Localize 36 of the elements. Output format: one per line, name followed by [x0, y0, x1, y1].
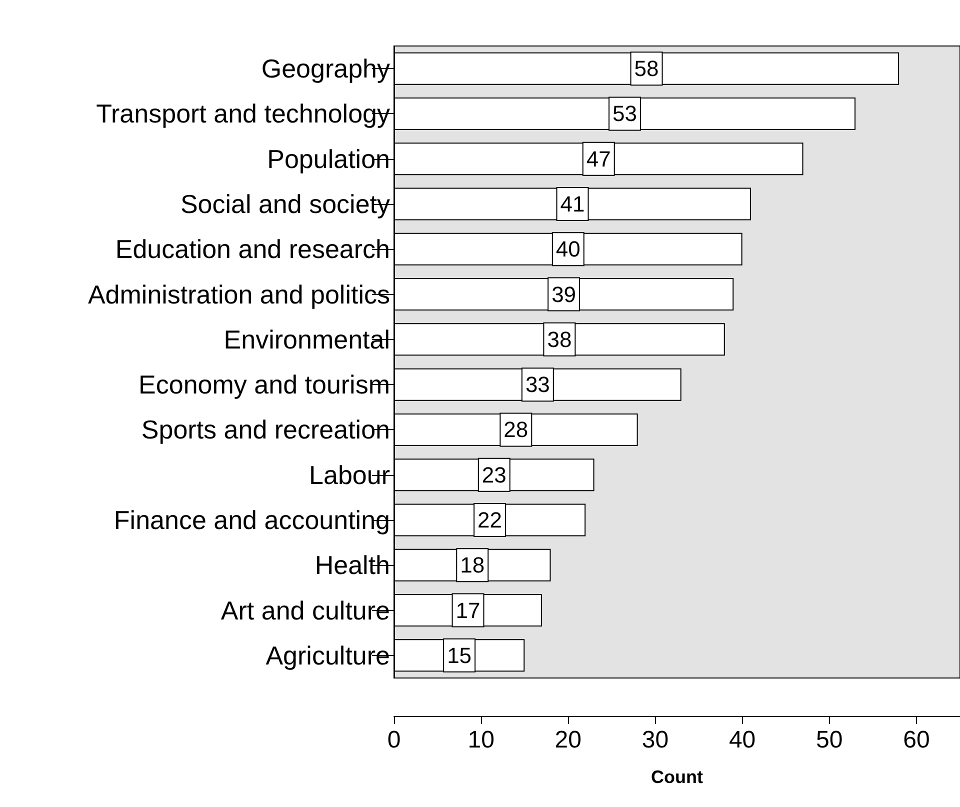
y-tick-label: Sports and recreation — [141, 414, 390, 445]
data-label: 40 — [556, 236, 580, 262]
x-tick-label: 60 — [903, 726, 930, 754]
y-tick-label: Geography — [261, 54, 390, 84]
y-tick-label: Environmental — [224, 324, 390, 354]
x-tick-label: 40 — [728, 726, 756, 754]
y-tick-label: Administration and politics — [88, 279, 390, 310]
data-label: 33 — [525, 372, 550, 398]
x-tick-label: 30 — [642, 726, 669, 754]
y-tick-label: Economy and tourism — [138, 370, 390, 400]
y-tick-label: Education and research — [115, 234, 390, 264]
x-tick-label: 50 — [816, 726, 843, 754]
x-axis-title: Count — [651, 767, 703, 787]
data-label: 28 — [504, 417, 528, 442]
x-tick-label: 10 — [468, 726, 494, 754]
data-label: 17 — [456, 598, 480, 623]
data-label: 58 — [634, 56, 659, 82]
y-tick-label: Art and culture — [220, 595, 390, 626]
data-label: 15 — [447, 642, 472, 668]
y-tick-label: Finance and accounting — [114, 505, 390, 535]
y-tick-label: Social and society — [180, 189, 390, 219]
data-label: 53 — [612, 101, 637, 126]
data-label: 41 — [560, 192, 585, 216]
data-label: 22 — [478, 508, 502, 532]
y-tick-label: Agriculture — [266, 640, 390, 670]
y-tick-label: Health — [314, 550, 390, 580]
y-tick-label: Labour — [309, 460, 390, 490]
x-tick-label: 20 — [554, 726, 582, 754]
data-label: 18 — [460, 552, 485, 578]
data-label: 23 — [482, 462, 506, 488]
y-tick-label: Population — [267, 144, 390, 174]
y-tick-label: Transport and technology — [96, 98, 390, 129]
data-label: 38 — [547, 326, 572, 352]
x-tick-label: 0 — [387, 726, 401, 754]
data-label: 47 — [586, 146, 611, 172]
data-label: 39 — [552, 282, 576, 307]
